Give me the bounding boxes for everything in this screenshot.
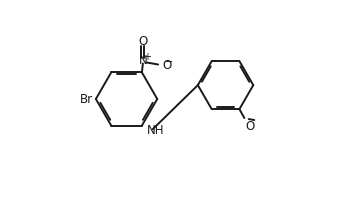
Text: NH: NH <box>147 124 165 137</box>
Text: N: N <box>139 54 147 67</box>
Text: Br: Br <box>80 92 93 106</box>
Text: O: O <box>138 35 147 48</box>
Text: O: O <box>163 59 172 72</box>
Text: O: O <box>245 120 254 133</box>
Text: −: − <box>163 57 173 67</box>
Text: +: + <box>143 52 151 62</box>
